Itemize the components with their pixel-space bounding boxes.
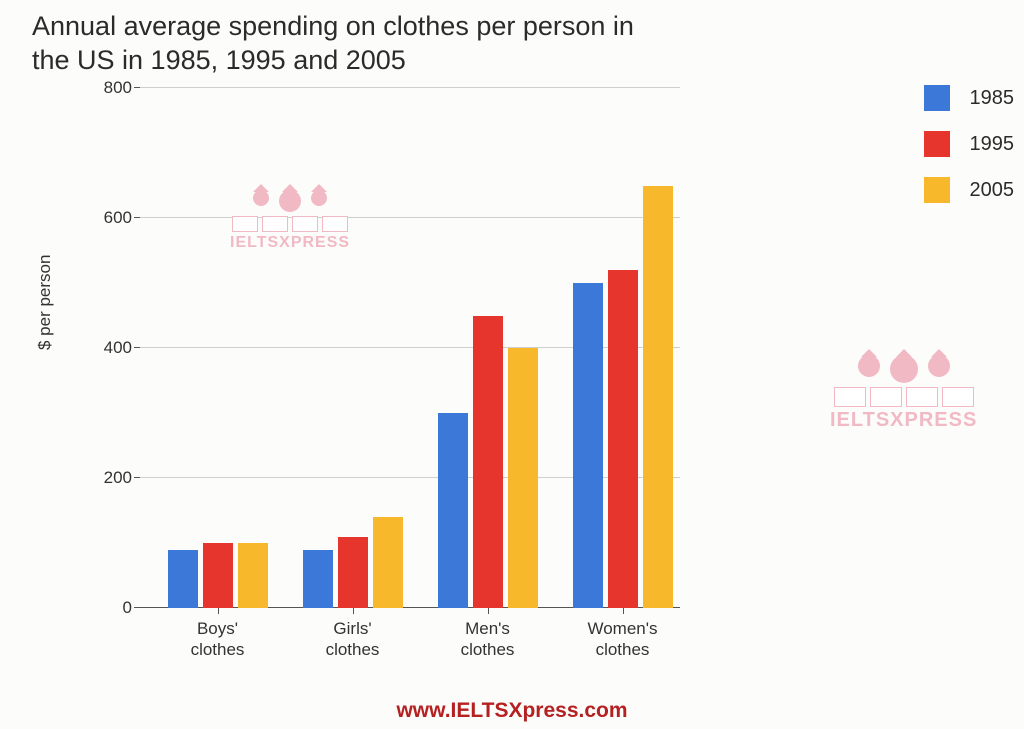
x-tick-label: Girls'clothes — [303, 618, 403, 661]
chart-area: 0200400600800Boys'clothesGirls'clothesMe… — [120, 88, 680, 648]
grid-line — [140, 217, 680, 218]
x-tick-label: Men'sclothes — [438, 618, 538, 661]
x-tick-mark — [218, 608, 219, 614]
bar — [508, 348, 538, 608]
bar — [238, 543, 268, 608]
x-tick-mark — [488, 608, 489, 614]
legend: 1985 1995 2005 — [924, 85, 1015, 223]
y-tick-label: 200 — [72, 468, 132, 488]
bar — [438, 413, 468, 608]
bar — [303, 550, 333, 609]
watermark-text: IELTSXPRESS — [230, 234, 350, 252]
watermark-text: IELTSXPRESS — [830, 409, 977, 432]
footer-link: www.IELTSXpress.com — [396, 699, 627, 723]
legend-item: 1995 — [924, 131, 1015, 157]
legend-swatch — [924, 131, 950, 157]
y-tick-label: 800 — [72, 78, 132, 98]
y-tick-mark — [134, 607, 140, 608]
legend-item: 2005 — [924, 177, 1015, 203]
y-tick-mark — [134, 477, 140, 478]
grid-line — [140, 87, 680, 88]
bar — [608, 270, 638, 608]
x-tick-label: Women'sclothes — [573, 618, 673, 661]
y-tick-mark — [134, 87, 140, 88]
y-axis-title: $ per person — [35, 255, 55, 350]
bar — [643, 186, 673, 609]
y-tick-label: 600 — [72, 208, 132, 228]
watermark-1: IELTSXPRESS — [230, 190, 350, 252]
x-tick-mark — [623, 608, 624, 614]
y-tick-mark — [134, 347, 140, 348]
plot-region: 0200400600800Boys'clothesGirls'clothesMe… — [140, 88, 680, 608]
bar — [573, 283, 603, 608]
bar — [203, 543, 233, 608]
legend-swatch — [924, 177, 950, 203]
x-tick-label: Boys'clothes — [168, 618, 268, 661]
legend-label: 2005 — [970, 179, 1015, 202]
legend-label: 1995 — [970, 133, 1015, 156]
bar — [168, 550, 198, 609]
legend-item: 1985 — [924, 85, 1015, 111]
watermark-2: IELTSXPRESS — [830, 355, 977, 432]
legend-swatch — [924, 85, 950, 111]
chart-title: Annual average spending on clothes per p… — [32, 10, 672, 78]
y-tick-label: 400 — [72, 338, 132, 358]
x-tick-mark — [353, 608, 354, 614]
bar — [338, 537, 368, 609]
y-tick-mark — [134, 217, 140, 218]
y-tick-label: 0 — [72, 598, 132, 618]
bar — [373, 517, 403, 608]
legend-label: 1985 — [970, 87, 1015, 110]
bar — [473, 316, 503, 609]
